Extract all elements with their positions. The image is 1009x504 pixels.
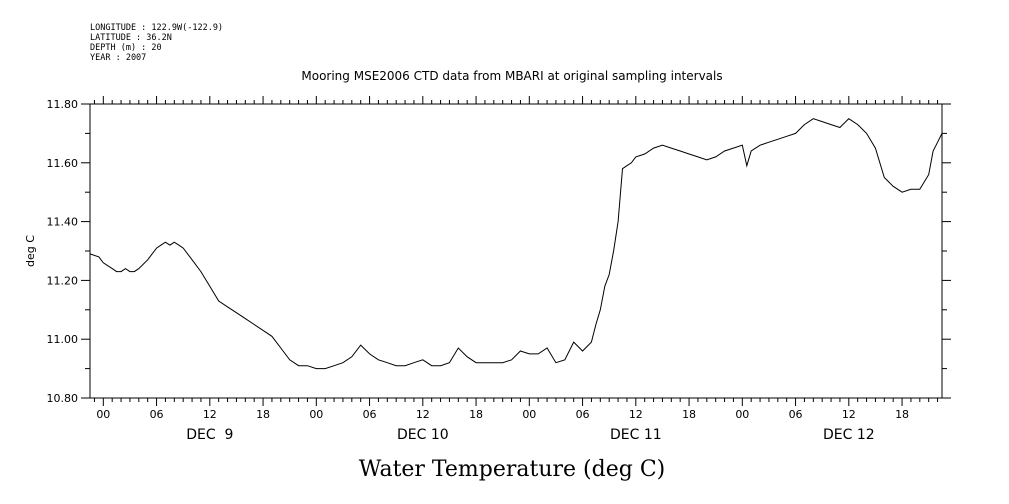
y-axis: 10.80 11.00 11.20 11.40 11.60 11.80: [47, 98, 951, 405]
y-tick-label: 11.20: [47, 274, 79, 287]
x-tick-label: 00: [309, 408, 323, 421]
x-tick-label: 06: [150, 408, 164, 421]
y-axis-label: deg C: [24, 235, 37, 267]
y-tick-label: 11.80: [47, 98, 79, 111]
meta-latitude: LATITUDE : 36.2N: [90, 33, 172, 43]
x-tick-label: 12: [416, 408, 430, 421]
chart-title: Mooring MSE2006 CTD data from MBARI at o…: [301, 69, 722, 83]
meta-block: LONGITUDE : 122.9W(-122.9) LATITUDE : 36…: [90, 23, 223, 63]
x-tick-label: 18: [895, 408, 909, 421]
meta-year: YEAR : 2007: [90, 53, 146, 63]
x-tick-label: 18: [682, 408, 696, 421]
y-tick-label: 11.60: [47, 157, 79, 170]
x-axis-label: Water Temperature (deg C): [359, 457, 666, 482]
x-day-label: DEC 10: [397, 427, 449, 443]
y-tick-label: 11.40: [47, 216, 79, 229]
x-tick-label: 06: [363, 408, 377, 421]
x-tick-label: 12: [203, 408, 217, 421]
x-tick-label: 00: [96, 408, 110, 421]
y-tick-label: 11.00: [47, 333, 79, 346]
x-axis: 00 06 12 18 00 06 12 18 00 06 12 18 00 06 12 18 DEC 9 DEC…: [93, 96, 939, 443]
x-tick-label: 12: [629, 408, 643, 421]
x-tick-label: 18: [256, 408, 270, 421]
x-tick-label: 12: [842, 408, 856, 421]
meta-longitude: LONGITUDE : 122.9W(-122.9): [90, 23, 223, 33]
series-line-water-temperature: [89, 118, 943, 370]
x-day-label: DEC 12: [823, 427, 875, 443]
x-tick-label: 00: [522, 408, 536, 421]
x-tick-label: 00: [735, 408, 749, 421]
x-tick-label: 06: [789, 408, 803, 421]
y-tick-label: 10.80: [47, 392, 79, 405]
x-tick-label: 18: [469, 408, 483, 421]
meta-depth: DEPTH (m) : 20: [90, 43, 162, 53]
plot-frame: [89, 103, 943, 399]
x-day-label: DEC 11: [610, 427, 662, 443]
x-day-label: DEC 9: [186, 427, 233, 443]
x-tick-label: 06: [576, 408, 590, 421]
